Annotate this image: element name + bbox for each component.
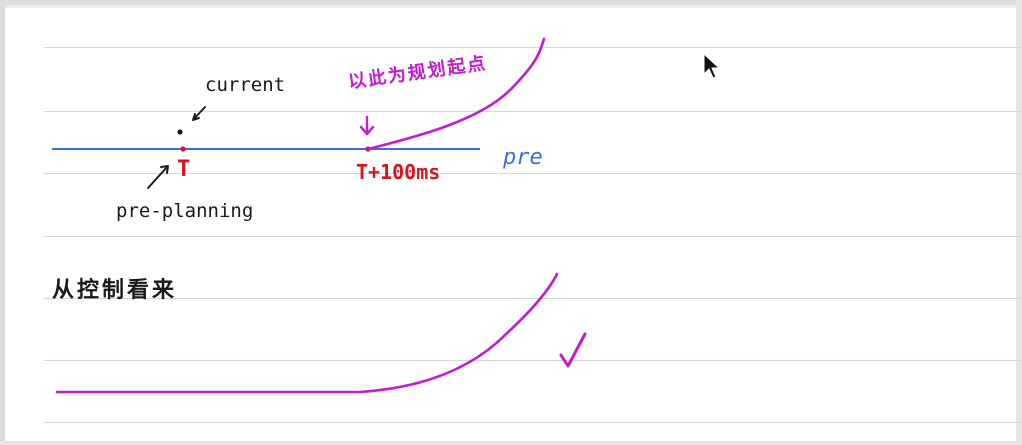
plan-start-arrow	[359, 115, 375, 136]
current-arrow	[192, 106, 206, 121]
window-left-edge	[0, 0, 5, 445]
preplanning-arrow	[147, 165, 169, 189]
t-point	[180, 146, 186, 152]
control-view-curve	[55, 272, 559, 394]
ruled-line	[44, 360, 1022, 361]
ruled-line	[44, 236, 1022, 237]
preplanning-label: pre-planning	[116, 200, 254, 222]
ruled-line	[44, 47, 1022, 48]
check-mark-icon	[559, 332, 587, 368]
t100-label: T+100ms	[356, 160, 441, 184]
ruled-line	[44, 173, 1022, 174]
planned-curve-top	[366, 37, 546, 151]
current-label: current	[205, 74, 286, 96]
pre-label: pre	[503, 145, 543, 170]
t-label: T	[177, 157, 191, 182]
current-point	[177, 129, 183, 135]
window-right-edge	[1016, 0, 1022, 445]
control-view-note: 从控制看来	[52, 278, 178, 303]
mouse-cursor-icon	[703, 52, 721, 79]
window-top-edge	[0, 0, 1022, 8]
ruled-line	[44, 111, 1022, 112]
ruled-line	[44, 298, 1022, 299]
window-bottom-edge	[0, 441, 1022, 445]
ruled-line	[44, 422, 1022, 423]
